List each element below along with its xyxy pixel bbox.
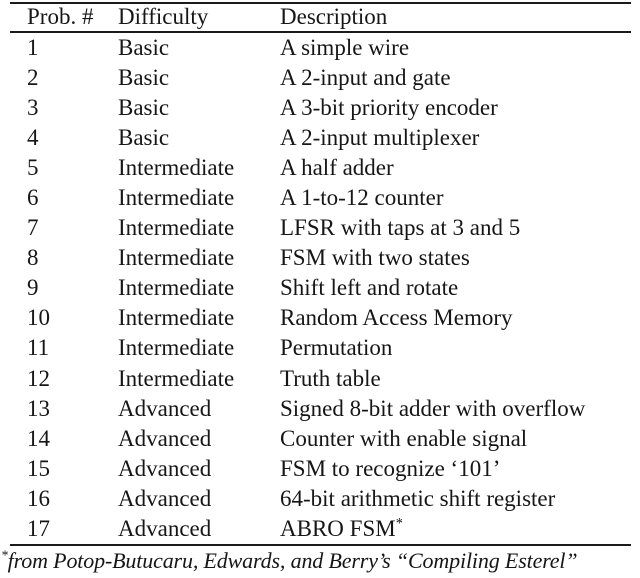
cell-description: Permutation bbox=[280, 333, 640, 363]
footnote-text: from Potop-Butucaru, Edwards, and Berry’… bbox=[7, 548, 578, 573]
table-row: 6 Intermediate A 1-to-12 counter bbox=[0, 183, 640, 213]
cell-description: Signed 8-bit adder with overflow bbox=[280, 394, 640, 424]
cell-description: A 3-bit priority encoder bbox=[280, 93, 640, 123]
table-row: 17 Advanced ABRO FSM* bbox=[0, 514, 640, 544]
cell-difficulty: Advanced bbox=[118, 425, 212, 451]
cell-description: Counter with enable signal bbox=[280, 424, 640, 454]
cell-description: A simple wire bbox=[280, 33, 640, 63]
cell-difficulty: Basic bbox=[118, 95, 170, 121]
footnote: *from Potop-Butucaru, Edwards, and Berry… bbox=[1, 547, 640, 575]
footnote-marker: * bbox=[1, 547, 8, 563]
column-header-difficulty: Difficulty bbox=[118, 4, 209, 29]
cell-difficulty: Advanced bbox=[118, 515, 212, 541]
description-text: FSM to recognize ‘101’ bbox=[280, 455, 501, 481]
description-text: FSM with two states bbox=[280, 245, 470, 271]
cell-prob-num: 16 bbox=[27, 485, 50, 511]
column-header-prob-num: Prob. # bbox=[27, 4, 94, 29]
cell-description: LFSR with taps at 3 and 5 bbox=[280, 213, 640, 243]
cell-description: ABRO FSM* bbox=[280, 514, 640, 544]
cell-prob-num: 2 bbox=[27, 65, 39, 91]
table-row: 2 Basic A 2-input and gate bbox=[0, 63, 640, 93]
cell-difficulty: Intermediate bbox=[118, 365, 235, 391]
table-header-rule bbox=[10, 30, 631, 33]
cell-prob-num: 7 bbox=[27, 215, 39, 241]
cell-prob-num: 10 bbox=[27, 305, 50, 331]
cell-prob-num: 13 bbox=[27, 395, 50, 421]
table-row: 3 Basic A 3-bit priority encoder bbox=[0, 93, 640, 123]
description-text: A simple wire bbox=[280, 35, 410, 60]
table-row: 8 Intermediate FSM with two states bbox=[0, 243, 640, 273]
cell-difficulty: Intermediate bbox=[118, 245, 235, 271]
cell-prob-num: 5 bbox=[27, 155, 39, 181]
cell-prob-num: 4 bbox=[27, 125, 39, 151]
table-row: 1 Basic A simple wire bbox=[0, 33, 640, 63]
cell-difficulty: Intermediate bbox=[118, 215, 235, 241]
cell-difficulty: Advanced bbox=[118, 485, 212, 511]
cell-difficulty: Advanced bbox=[118, 455, 212, 481]
description-text: A 1-to-12 counter bbox=[280, 185, 444, 211]
description-text: 64-bit arithmetic shift register bbox=[280, 485, 556, 511]
description-text: Counter with enable signal bbox=[280, 425, 528, 451]
table-row: 15 Advanced FSM to recognize ‘101’ bbox=[0, 454, 640, 484]
cell-difficulty: Basic bbox=[118, 35, 170, 60]
table-bottom-rule bbox=[10, 544, 631, 547]
description-text: A half adder bbox=[280, 155, 394, 181]
description-text: LFSR with taps at 3 and 5 bbox=[280, 215, 521, 241]
cell-prob-num: 3 bbox=[27, 95, 39, 121]
table-row: 7 Intermediate LFSR with taps at 3 and 5 bbox=[0, 213, 640, 243]
cell-description: A 2-input and gate bbox=[280, 63, 640, 93]
cell-prob-num: 6 bbox=[27, 185, 39, 211]
table-row: 13 Advanced Signed 8-bit adder with over… bbox=[0, 394, 640, 424]
description-text: A 3-bit priority encoder bbox=[280, 95, 498, 121]
description-text: Random Access Memory bbox=[280, 305, 513, 331]
table-body: 1 Basic A simple wire 2 Basic A 2-input … bbox=[0, 33, 640, 544]
cell-prob-num: 15 bbox=[27, 455, 50, 481]
description-text: Shift left and rotate bbox=[280, 275, 459, 301]
description-text: A 2-input multiplexer bbox=[280, 125, 480, 151]
cell-description: A half adder bbox=[280, 153, 640, 183]
cell-prob-num: 14 bbox=[27, 425, 50, 451]
cell-difficulty: Intermediate bbox=[118, 335, 235, 361]
cell-description: A 2-input multiplexer bbox=[280, 123, 640, 153]
cell-prob-num: 1 bbox=[27, 35, 39, 60]
cell-prob-num: 11 bbox=[27, 335, 50, 361]
cell-difficulty: Intermediate bbox=[118, 185, 235, 211]
cell-difficulty: Intermediate bbox=[118, 155, 235, 181]
cell-difficulty: Intermediate bbox=[118, 305, 235, 331]
cell-description: Truth table bbox=[280, 364, 640, 394]
cell-description: Shift left and rotate bbox=[280, 273, 640, 303]
cell-difficulty: Advanced bbox=[118, 395, 212, 421]
cell-prob-num: 8 bbox=[27, 245, 39, 271]
table-top-rule bbox=[10, 2, 631, 5]
table-row: 10 Intermediate Random Access Memory bbox=[0, 303, 640, 333]
table-header-row: Prob. # Difficulty Description bbox=[0, 3, 640, 30]
cell-description: FSM to recognize ‘101’ bbox=[280, 454, 640, 484]
cell-difficulty: Basic bbox=[118, 65, 170, 91]
cell-prob-num: 9 bbox=[27, 275, 39, 301]
description-text: ABRO FSM bbox=[280, 515, 396, 541]
cell-difficulty: Intermediate bbox=[118, 275, 235, 301]
description-text: Permutation bbox=[280, 335, 393, 361]
description-text: A 2-input and gate bbox=[280, 65, 451, 91]
cell-difficulty: Basic bbox=[118, 125, 170, 151]
description-text: Signed 8-bit adder with overflow bbox=[280, 395, 586, 421]
table-row: 11 Intermediate Permutation bbox=[0, 333, 640, 363]
description-superscript: * bbox=[395, 515, 403, 532]
cell-description: FSM with two states bbox=[280, 243, 640, 273]
table-row: 14 Advanced Counter with enable signal bbox=[0, 424, 640, 454]
table-row: 9 Intermediate Shift left and rotate bbox=[0, 273, 640, 303]
table-row: 5 Intermediate A half adder bbox=[0, 153, 640, 183]
column-header-description: Description bbox=[280, 4, 388, 29]
cell-description: 64-bit arithmetic shift register bbox=[280, 484, 640, 514]
table-row: 16 Advanced 64-bit arithmetic shift regi… bbox=[0, 484, 640, 514]
table-row: 4 Basic A 2-input multiplexer bbox=[0, 123, 640, 153]
cell-description: Random Access Memory bbox=[280, 303, 640, 333]
table-row: 12 Intermediate Truth table bbox=[0, 364, 640, 394]
cell-prob-num: 12 bbox=[27, 365, 50, 391]
cell-description: A 1-to-12 counter bbox=[280, 183, 640, 213]
cell-prob-num: 17 bbox=[27, 515, 50, 541]
description-text: Truth table bbox=[280, 365, 381, 391]
